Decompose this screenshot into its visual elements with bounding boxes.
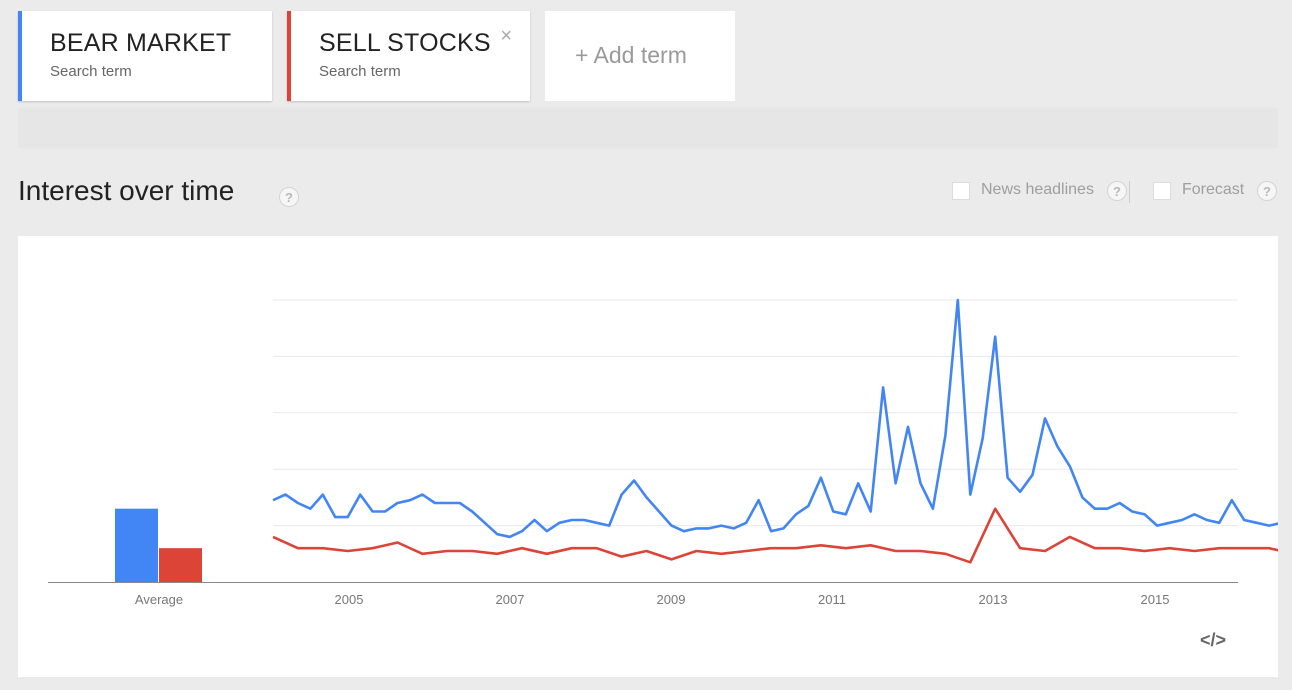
section-title: Interest over time (18, 175, 235, 206)
x-tick-label: 2007 (496, 592, 525, 607)
term-card-sell-stocks[interactable]: SELL STOCKS Search term × (287, 11, 530, 101)
add-term-label: + Add term (575, 42, 687, 68)
add-term-button[interactable]: + Add term (545, 11, 735, 101)
term-name[interactable]: BEAR MARKET (50, 29, 232, 57)
term-name[interactable]: SELL STOCKS (319, 29, 491, 57)
forecast-checkbox[interactable] (1153, 182, 1171, 200)
news-help-icon[interactable]: ? (1107, 181, 1127, 201)
series-line (272, 507, 1292, 564)
chart-panel: Average 2005 2007 2009 2011 2013 2015 (18, 236, 1292, 677)
remove-term-icon[interactable]: × (500, 25, 512, 47)
forecast-help-icon[interactable]: ? (1257, 181, 1277, 201)
series-line (272, 298, 1292, 539)
forecast-label[interactable]: Forecast (1182, 181, 1245, 198)
average-bar (159, 548, 202, 582)
x-tick-label: 2005 (335, 592, 364, 607)
average-bar (115, 508, 158, 582)
help-icon[interactable]: ? (279, 187, 299, 207)
interest-chart: Average 2005 2007 2009 2011 2013 2015 (48, 298, 1292, 607)
embed-code-icon[interactable]: </> (1200, 630, 1227, 650)
x-tick-label: 2009 (657, 592, 686, 607)
news-headlines-label[interactable]: News headlines (981, 181, 1094, 198)
x-tick-label: 2011 (818, 592, 846, 607)
average-label: Average (135, 592, 183, 607)
term-subtitle: Search term (319, 63, 401, 80)
options-separator (1129, 181, 1130, 203)
news-headlines-checkbox[interactable] (952, 182, 970, 200)
divider-bar (18, 108, 1278, 148)
term-card-bear-market[interactable]: BEAR MARKET Search term (18, 11, 272, 101)
x-tick-label: 2015 (1141, 592, 1170, 607)
x-tick-label: 2013 (979, 592, 1008, 607)
term-subtitle: Search term (50, 63, 132, 80)
